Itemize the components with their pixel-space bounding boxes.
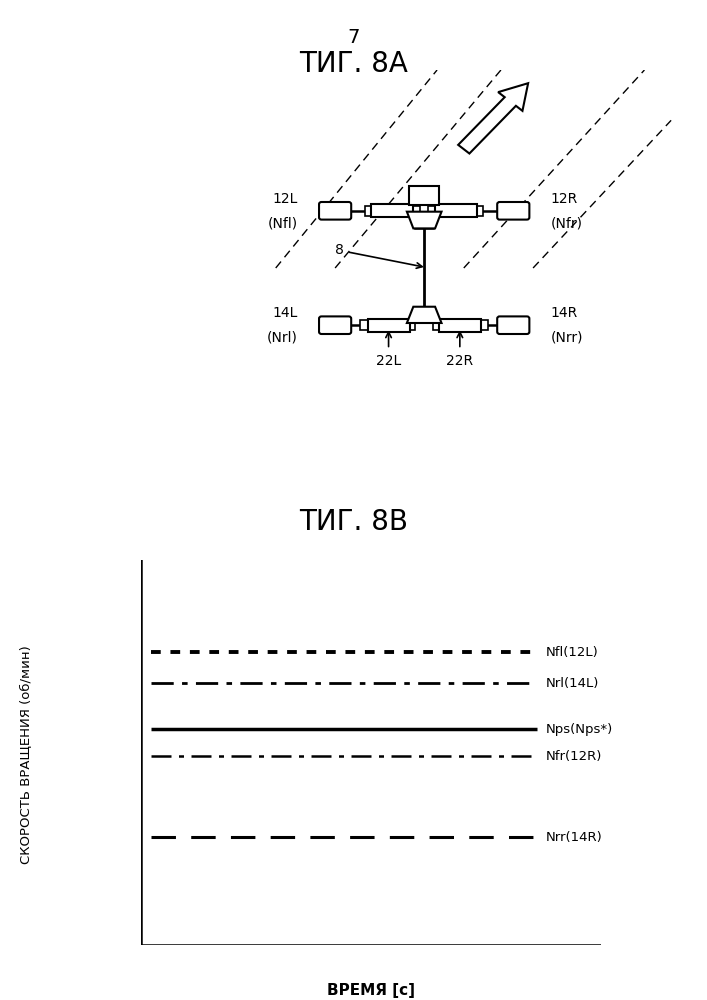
Bar <box>442 206 456 216</box>
Text: ΤИГ. 8А: ΤИГ. 8А <box>299 50 408 78</box>
Text: 22L: 22L <box>376 354 401 368</box>
Bar <box>447 320 461 330</box>
FancyBboxPatch shape <box>497 202 530 220</box>
Bar <box>368 319 409 332</box>
Text: (Nfl): (Nfl) <box>268 216 298 230</box>
Text: (Nfr): (Nfr) <box>550 216 583 230</box>
Text: 8: 8 <box>335 243 422 268</box>
FancyArrow shape <box>458 83 528 154</box>
Bar <box>439 319 481 332</box>
Bar <box>407 206 420 216</box>
Polygon shape <box>407 307 441 323</box>
Bar <box>474 320 488 330</box>
Polygon shape <box>407 212 441 228</box>
Text: (Nrl): (Nrl) <box>267 330 298 344</box>
Bar <box>371 204 413 217</box>
Text: Nfr(12R): Nfr(12R) <box>546 750 602 763</box>
Bar <box>456 206 469 216</box>
Text: Nrr(14R): Nrr(14R) <box>546 831 602 844</box>
Bar <box>428 206 442 216</box>
Bar <box>387 320 402 330</box>
Text: Nfl(12L): Nfl(12L) <box>546 646 599 659</box>
Text: СКОРОСТЬ ВРАЩЕНИЯ (об/мин): СКОРОСТЬ ВРАЩЕНИЯ (об/мин) <box>21 646 33 864</box>
Text: (Nrr): (Nrr) <box>550 330 583 344</box>
Bar <box>469 206 483 216</box>
Text: ΤИГ. 8В: ΤИГ. 8В <box>299 508 408 536</box>
FancyBboxPatch shape <box>319 316 351 334</box>
Text: 14L: 14L <box>273 306 298 320</box>
Text: ВРЕМЯ [с]: ВРЕМЯ [с] <box>327 984 415 998</box>
Bar <box>402 320 415 330</box>
Bar <box>366 206 379 216</box>
Bar <box>461 320 474 330</box>
Bar <box>433 320 447 330</box>
Bar <box>379 206 392 216</box>
FancyBboxPatch shape <box>319 202 351 220</box>
Text: Nrl(14L): Nrl(14L) <box>546 677 599 690</box>
Text: 14R: 14R <box>550 306 578 320</box>
Text: 12R: 12R <box>550 192 578 206</box>
Bar <box>392 206 407 216</box>
Bar <box>361 320 374 330</box>
Text: 7: 7 <box>347 28 360 47</box>
Text: 12L: 12L <box>273 192 298 206</box>
FancyBboxPatch shape <box>497 316 530 334</box>
Bar <box>436 204 477 217</box>
Text: Nps(Nps*): Nps(Nps*) <box>546 723 613 736</box>
Text: 22R: 22R <box>446 354 474 368</box>
Bar <box>374 320 387 330</box>
Bar <box>409 186 439 205</box>
